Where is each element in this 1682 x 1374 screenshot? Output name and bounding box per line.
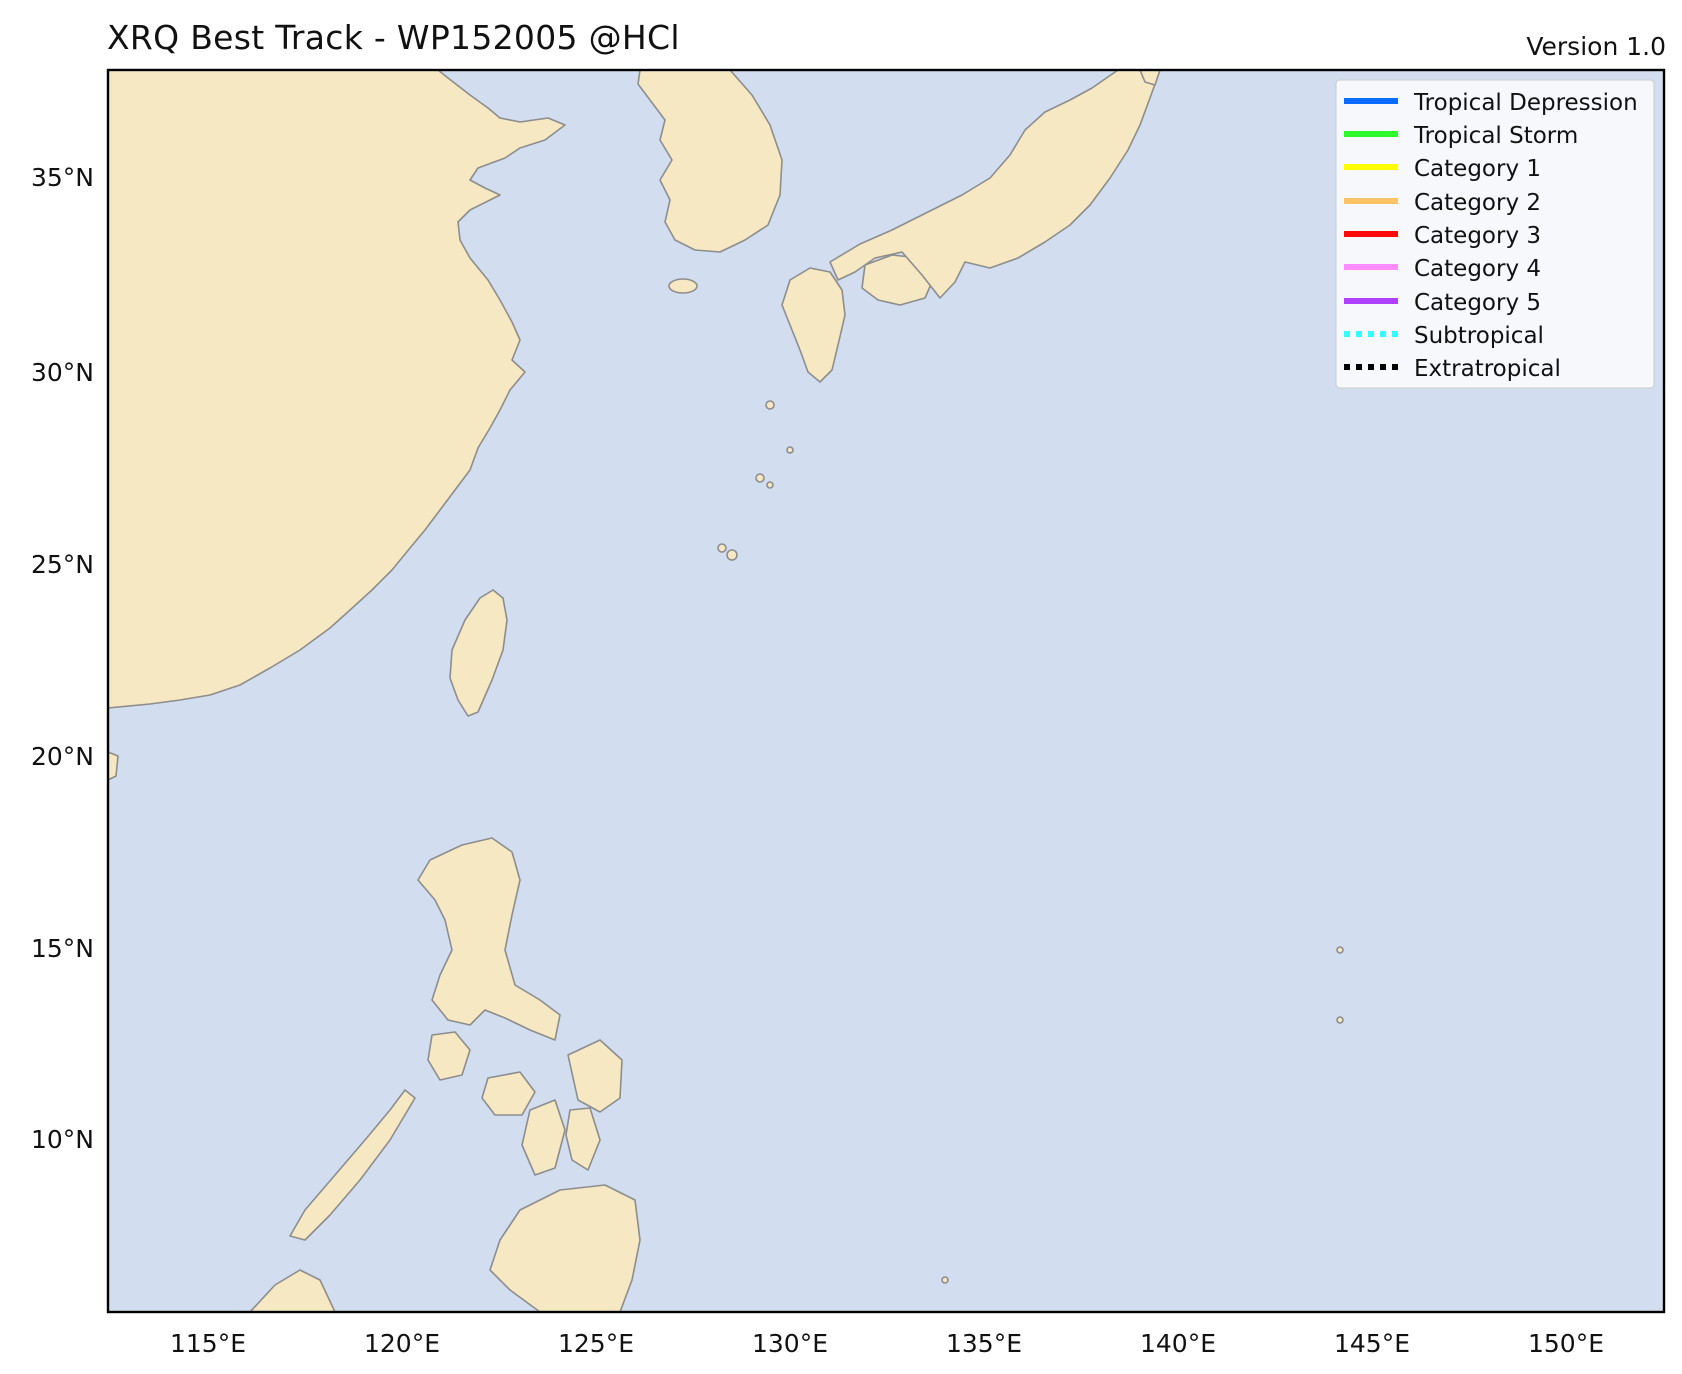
kyushu-island <box>781 267 846 383</box>
jeju-island <box>668 278 698 294</box>
negros-island <box>521 1099 566 1176</box>
svg-text:Extratropical: Extratropical <box>1414 356 1561 382</box>
lon-label-135: 135°E <box>946 1329 1022 1358</box>
luzon-island <box>417 837 561 1041</box>
samar-island <box>567 1039 623 1113</box>
lat-label-35: 35°N <box>31 163 94 192</box>
lat-label-20: 20°N <box>31 742 94 771</box>
svg-text:Subtropical: Subtropical <box>1414 323 1544 349</box>
legend-entry-extratropical: Extratropical <box>1344 356 1561 382</box>
lat-label-15: 15°N <box>31 934 94 963</box>
svg-text:Category 3: Category 3 <box>1414 223 1541 249</box>
lat-label-10: 10°N <box>31 1125 94 1154</box>
svg-text:Tropical Storm: Tropical Storm <box>1413 123 1578 149</box>
legend-entry-tropical-storm: Tropical Storm <box>1344 123 1578 149</box>
hokkaido-edge <box>1139 70 1161 86</box>
lon-label-115: 115°E <box>170 1329 246 1358</box>
korea-peninsula <box>637 70 783 253</box>
lon-label-120: 120°E <box>364 1329 440 1358</box>
svg-text:Category 4: Category 4 <box>1414 256 1541 282</box>
land-layer <box>108 70 1344 1312</box>
legend-entry-category-3: Category 3 <box>1344 223 1541 249</box>
lon-label-130: 130°E <box>752 1329 828 1358</box>
lon-label-145: 145°E <box>1334 1329 1410 1358</box>
legend-entry-category-2: Category 2 <box>1344 190 1541 216</box>
taiwan-island <box>449 589 508 717</box>
hainan-edge <box>108 751 119 781</box>
lon-label-150: 150°E <box>1528 1329 1604 1358</box>
china-landmass <box>108 70 566 709</box>
honshu-island <box>829 70 1161 299</box>
mindanao-island <box>489 1184 641 1312</box>
version-label: Version 1.0 <box>1526 32 1666 61</box>
legend-entry-subtropical: Subtropical <box>1344 323 1544 349</box>
legend-entry-category-1: Category 1 <box>1344 156 1541 182</box>
svg-text:Tropical Depression: Tropical Depression <box>1413 90 1638 116</box>
svg-text:Category 5: Category 5 <box>1414 290 1541 316</box>
legend: Tropical Depression Tropical Storm Categ… <box>1335 79 1655 389</box>
legend-entry-tropical-depression: Tropical Depression <box>1344 90 1638 116</box>
lon-label-125: 125°E <box>558 1329 634 1358</box>
lat-label-25: 25°N <box>31 550 94 579</box>
legend-box <box>1335 79 1655 389</box>
svg-text:Category 2: Category 2 <box>1414 190 1541 216</box>
longitude-labels: 115°E 120°E 125°E 130°E 135°E 140°E 145°… <box>170 1329 1604 1358</box>
legend-entry-category-4: Category 4 <box>1344 256 1541 282</box>
palawan-island <box>289 1089 416 1241</box>
map-title: XRQ Best Track - WP152005 @HCl <box>107 18 680 57</box>
latitude-labels: 35°N 30°N 25°N 20°N 15°N 10°N <box>31 163 94 1154</box>
mindoro-island <box>427 1031 471 1081</box>
panay-island <box>481 1071 536 1116</box>
cebu-leyte-island <box>565 1107 601 1171</box>
borneo-edge <box>249 1269 336 1312</box>
map-frame <box>106 68 1666 1314</box>
svg-text:Category 1: Category 1 <box>1414 156 1541 182</box>
lon-label-140: 140°E <box>1140 1329 1216 1358</box>
lat-label-30: 30°N <box>31 358 94 387</box>
legend-entry-category-5: Category 5 <box>1344 290 1541 316</box>
